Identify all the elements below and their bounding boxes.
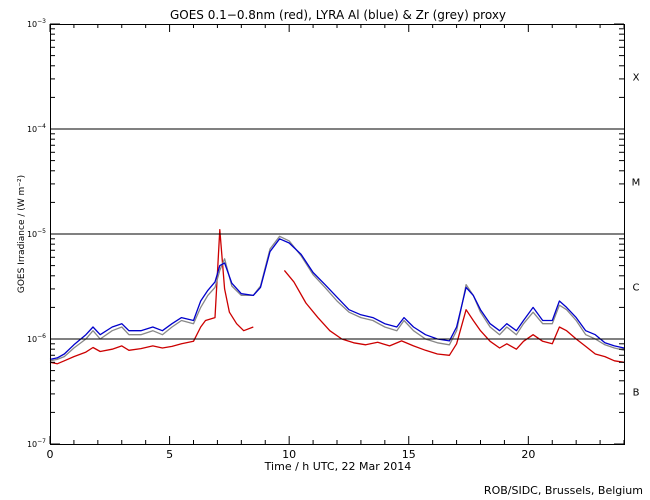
flare-class-label-m: M: [632, 178, 641, 189]
series-2-line-0: [49, 238, 625, 361]
x-axis-ticks: 0 5 10 15 20: [47, 24, 625, 461]
series-1-line-0: [49, 235, 625, 362]
flare-class-label-b: B: [633, 388, 640, 399]
x-tick-label-5: 5: [166, 448, 173, 461]
threshold-lines: [50, 128, 624, 340]
y-tick-label-1: 10−6: [27, 333, 46, 344]
series-0-line-1: [283, 269, 625, 363]
series-0-line-0: [49, 229, 254, 365]
series-layer: [49, 229, 625, 365]
flare-class-labels: X M C B: [632, 73, 641, 399]
x-tick-label-0: 0: [47, 448, 54, 461]
y-axis-ticks: 10−7 10−6 10−5 10−4 10−3: [27, 18, 624, 449]
x-tick-label-20: 20: [521, 448, 535, 461]
x-axis-label: Time / h UTC, 22 Mar 2014: [264, 460, 412, 473]
x-tick-label-15: 15: [402, 448, 416, 461]
y-tick-label-3: 10−4: [27, 123, 46, 134]
y-axis-label: GOES Irradiance / (W m⁻²): [17, 175, 27, 293]
chart-title: GOES 0.1−0.8nm (red), LYRA Al (blue) & Z…: [170, 8, 506, 22]
footer-credit: ROB/SIDC, Brussels, Belgium: [484, 484, 643, 497]
x-tick-label-10: 10: [282, 448, 296, 461]
y-tick-label-4: 10−3: [27, 18, 46, 29]
flare-class-label-c: C: [633, 283, 640, 294]
y-tick-label-0: 10−7: [27, 438, 46, 449]
y-tick-label-2: 10−5: [27, 228, 46, 239]
flare-class-label-x: X: [633, 73, 640, 84]
